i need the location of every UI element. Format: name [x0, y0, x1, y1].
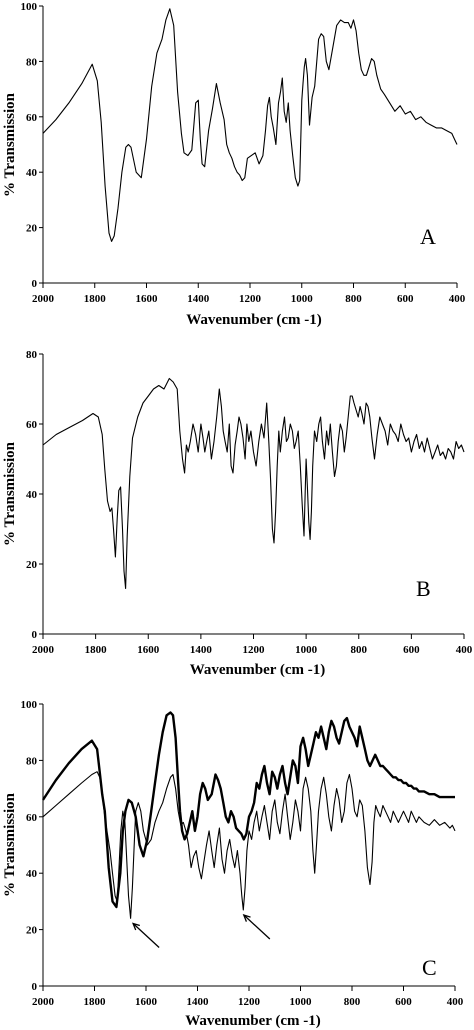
- y-axis-label: % Transmission: [2, 92, 18, 197]
- panel-letter: B: [416, 576, 431, 601]
- y-tick-label: 60: [26, 112, 38, 124]
- x-tick-label: 1000: [290, 996, 313, 1008]
- x-tick-label: 1000: [295, 644, 318, 656]
- y-axis-label: % Transmission: [2, 792, 18, 897]
- y-tick-label: 40: [26, 489, 38, 501]
- x-axis-label: Wavenumber (cm -1): [186, 312, 322, 328]
- annotation-arrow-line: [132, 923, 160, 948]
- spectrum-line-thick: [41, 711, 455, 909]
- x-tick-label: 1600: [137, 644, 160, 656]
- spectrum-line-thin: [42, 8, 458, 242]
- x-tick-label: 1800: [84, 996, 107, 1008]
- x-tick-label: 1200: [238, 996, 261, 1008]
- x-tick-label: 1800: [85, 644, 108, 656]
- x-tick-label: 1200: [239, 293, 262, 305]
- x-tick-label: 1400: [187, 996, 210, 1008]
- x-tick-label: 400: [449, 293, 466, 305]
- y-tick-label: 60: [26, 812, 38, 824]
- x-axis-label: Wavenumber (cm -1): [190, 662, 326, 678]
- x-tick-label: 2000: [32, 996, 55, 1008]
- x-tick-label: 1400: [187, 293, 210, 305]
- x-tick-label: 1200: [243, 644, 266, 656]
- panel-letter: A: [420, 224, 436, 249]
- x-tick-label: 1400: [190, 644, 213, 656]
- panel-b: 0 20 40 60 80 2000 1800 1600 1400 1200 1000 800 600 4…: [2, 349, 473, 678]
- y-tick-label: 80: [26, 56, 38, 68]
- y-tick-label: 80: [26, 349, 38, 361]
- y-tick-label: 20: [26, 559, 38, 571]
- y-tick-label: 40: [26, 167, 38, 179]
- x-tick-label: 600: [397, 293, 414, 305]
- y-tick-label: 40: [26, 868, 38, 880]
- x-tick-label: 800: [344, 996, 361, 1008]
- spectrum-line-thin: [42, 377, 465, 590]
- y-tick-label: 100: [21, 1, 38, 13]
- y-axis-label: % Transmission: [2, 441, 18, 546]
- x-tick-label: 1600: [136, 293, 159, 305]
- x-tick-label: 600: [403, 644, 420, 656]
- panel-a: 0 20 40 60 80 100 2000 1800 1600 1400 1200 1000 800 6…: [2, 1, 466, 328]
- x-tick-label: 2000: [32, 644, 55, 656]
- y-tick-label: 20: [26, 925, 38, 937]
- x-tick-label: 600: [395, 996, 412, 1008]
- y-tick-label: 60: [26, 419, 38, 431]
- x-axis-label: Wavenumber (cm -1): [185, 1013, 321, 1029]
- x-tick-label: 400: [447, 996, 464, 1008]
- x-tick-label: 2000: [32, 293, 55, 305]
- x-tick-label: 800: [345, 293, 362, 305]
- annotation-arrow-head: [131, 922, 140, 931]
- y-tick-label: 20: [26, 223, 38, 235]
- spectrum-line-thin: [42, 771, 456, 919]
- x-tick-label: 1600: [135, 996, 158, 1008]
- x-tick-label: 800: [351, 644, 368, 656]
- y-tick-label: 0: [32, 629, 38, 641]
- y-tick-label: 0: [32, 278, 38, 290]
- annotation-arrow-head: [242, 913, 251, 922]
- y-tick-label: 0: [32, 981, 38, 993]
- y-tick-label: 100: [21, 699, 38, 711]
- panel-c: 0 20 40 60 80 100 2000 1800 1600 1400 1200 1000 800 6…: [2, 699, 464, 1029]
- x-tick-label: 400: [456, 644, 473, 656]
- panel-letter: C: [422, 955, 437, 980]
- y-tick-label: 80: [26, 755, 38, 767]
- x-tick-label: 1800: [84, 293, 107, 305]
- x-tick-label: 1000: [291, 293, 314, 305]
- annotation-arrow-line: [243, 914, 271, 940]
